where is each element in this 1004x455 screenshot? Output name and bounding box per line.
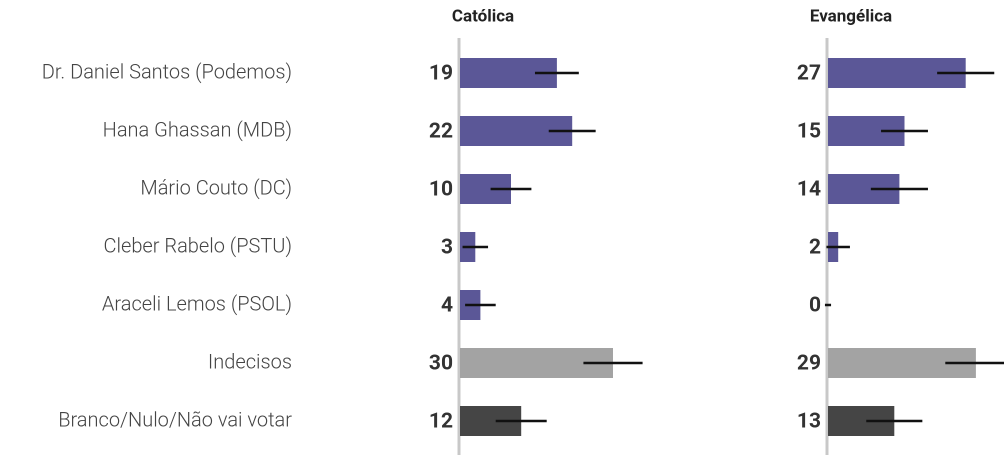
value-label: 27: [797, 62, 821, 86]
value-label: 22: [429, 120, 453, 144]
value-label: 15: [797, 120, 821, 144]
value-label: 29: [797, 352, 821, 376]
value-label: 19: [429, 62, 453, 86]
value-label: 12: [429, 410, 453, 434]
panel-title: Católica: [452, 6, 514, 26]
category-label: Branco/Nulo/Não vai votar: [58, 407, 292, 431]
category-label: Araceli Lemos (PSOL): [102, 291, 292, 315]
value-label: 3: [441, 236, 453, 260]
value-label: 10: [429, 178, 453, 202]
value-label: 30: [429, 352, 453, 376]
category-label: Dr. Daniel Santos (Podemos): [42, 59, 292, 83]
value-label: 13: [797, 410, 821, 434]
category-label: Mário Couto (DC): [140, 175, 292, 199]
value-label: 0: [809, 294, 821, 318]
panel-title: Evangélica: [810, 6, 892, 26]
category-label: Hana Ghassan (MDB): [103, 117, 292, 141]
category-label: Cleber Rabelo (PSTU): [104, 233, 293, 257]
category-label: Indecisos: [208, 349, 292, 373]
value-label: 14: [797, 178, 821, 202]
value-label: 2: [809, 236, 821, 260]
value-label: 4: [441, 294, 453, 318]
